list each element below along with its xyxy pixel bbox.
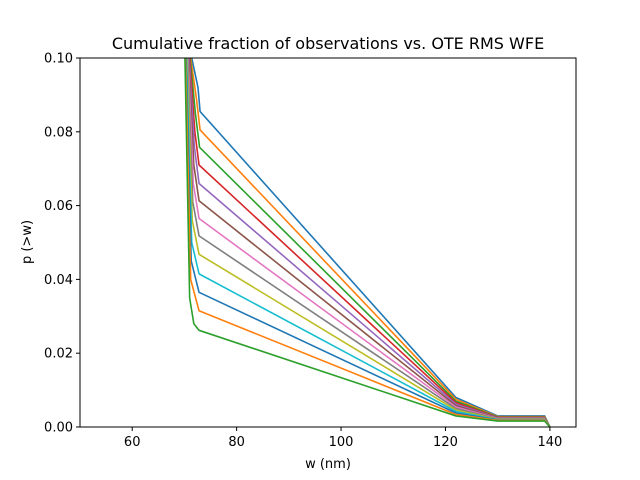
x-tick-label: 140 [537,435,562,450]
y-tick-label: 0.06 [44,199,73,214]
y-tick-label: 0.04 [44,273,73,288]
y-tick-label: 0.00 [44,421,73,436]
y-axis: 0.00 0.02 0.04 0.06 0.08 0.10 [44,52,80,436]
x-tick-label: 120 [433,435,458,450]
y-tick-label: 0.02 [44,347,73,362]
plot-frame [79,57,577,428]
y-axis-label: p (>w) [20,220,35,264]
x-tick-label: 100 [329,435,354,450]
x-tick-label: 60 [124,435,141,450]
series-layer [184,58,551,427]
x-axis-label: w (nm) [305,457,351,472]
series-line-13 [184,58,551,427]
x-tick-label: 80 [228,435,245,450]
chart-title: Cumulative fraction of observations vs. … [112,34,544,53]
x-axis: 60 80 100 120 140 [124,427,562,450]
y-tick-label: 0.08 [44,125,73,140]
y-tick-label: 0.10 [44,52,73,67]
